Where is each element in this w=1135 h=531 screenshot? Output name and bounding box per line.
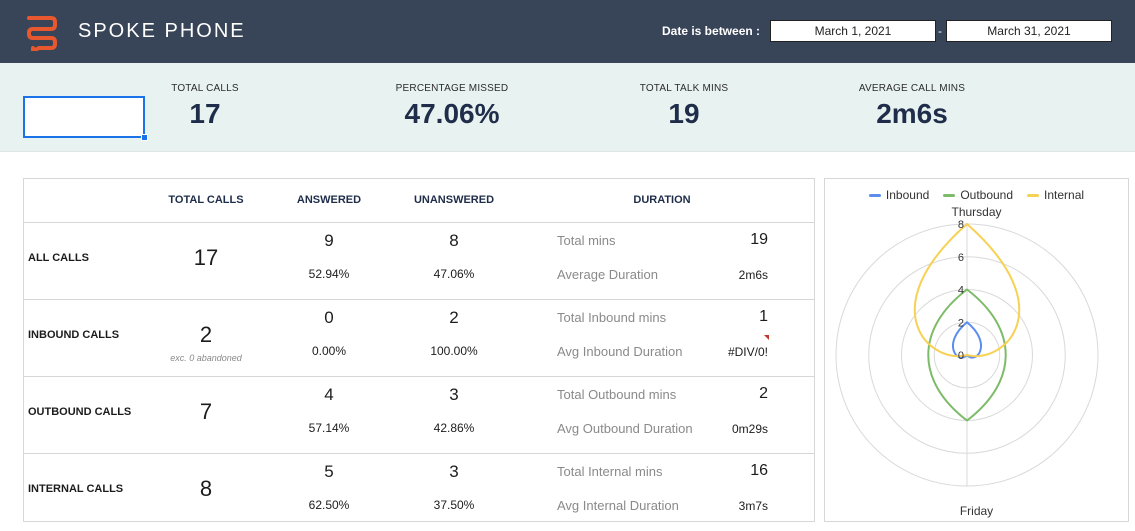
duration-label: Total Internal mins xyxy=(557,464,663,479)
selected-cell[interactable] xyxy=(23,96,145,138)
radar-tick-label: 4 xyxy=(958,285,964,297)
kpi-average-call-mins: AVERAGE CALL MINS 2m6s xyxy=(842,63,982,130)
chart-legend: Inbound Outbound Internal xyxy=(825,188,1128,202)
kpi-value: 17 xyxy=(189,98,221,129)
row-unanswered: 3 xyxy=(449,462,459,481)
row-unanswered-pct: 42.86% xyxy=(433,421,475,435)
legend-item-outbound: Outbound xyxy=(943,188,1013,202)
comment-indicator-icon[interactable] xyxy=(764,335,769,340)
duration-value: #DIV/0! xyxy=(727,345,768,359)
radar-tick-label: 6 xyxy=(958,252,964,264)
row-answered: 0 xyxy=(324,308,334,327)
date-separator: - xyxy=(938,24,942,38)
kpi-summary: TOTAL CALLS 17 PERCENTAGE MISSED 47.06% … xyxy=(0,63,1135,152)
radar-plot: 0 2 4 6 8 xyxy=(835,219,1099,487)
col-unanswered: UNANSWERED xyxy=(413,194,495,206)
duration-value: 2m6s xyxy=(738,268,768,282)
date-start-field[interactable]: March 1, 2021 xyxy=(770,20,936,42)
row-answered: 9 xyxy=(324,231,334,250)
kpi-label: TOTAL TALK MINS xyxy=(639,83,729,94)
radar-tick-label: 8 xyxy=(958,219,964,231)
radar-series-outbound xyxy=(927,288,1007,422)
row-label: ALL CALLS xyxy=(28,252,89,264)
legend-item-internal: Internal xyxy=(1027,188,1084,202)
table-header: TOTAL CALLS ANSWERED UNANSWERED DURATION xyxy=(24,179,814,223)
calls-table: TOTAL CALLS ANSWERED UNANSWERED DURATION… xyxy=(23,178,815,522)
row-answered-pct: 62.50% xyxy=(308,498,350,512)
row-unanswered-pct: 100.00% xyxy=(430,344,478,358)
table-row-internal-calls: INTERNAL CALLS 8 5 62.50% 3 37.50% Total… xyxy=(24,454,814,531)
spoke-logo-icon xyxy=(27,16,57,51)
radar-tick-label: 0 xyxy=(958,350,964,362)
date-end-field[interactable]: March 31, 2021 xyxy=(946,20,1112,42)
legend-label: Internal xyxy=(1044,188,1085,202)
duration-value: 2 xyxy=(759,385,768,402)
app-header: SPOKE PHONE Date is between : March 1, 2… xyxy=(0,0,1135,63)
kpi-total-talk-mins: TOTAL TALK MINS 19 xyxy=(624,63,744,130)
row-total: 17 xyxy=(193,245,219,270)
row-unanswered-pct: 37.50% xyxy=(433,498,475,512)
duration-value: 0m29s xyxy=(731,422,768,436)
row-unanswered: 3 xyxy=(449,385,459,404)
legend-label: Inbound xyxy=(885,188,930,202)
duration-label: Average Duration xyxy=(557,267,658,282)
legend-swatch xyxy=(943,193,956,197)
radar-series-internal xyxy=(913,222,1021,358)
axis-label-friday: Friday xyxy=(959,504,994,518)
row-label: OUTBOUND CALLS xyxy=(28,406,132,418)
kpi-label: PERCENTAGE MISSED xyxy=(395,83,509,94)
row-answered-pct: 0.00% xyxy=(311,344,347,358)
duration-label: Avg Internal Duration xyxy=(557,498,679,513)
row-answered-pct: 57.14% xyxy=(308,421,350,435)
legend-label: Outbound xyxy=(960,188,1014,202)
row-answered-pct: 52.94% xyxy=(308,267,350,281)
row-label: INTERNAL CALLS xyxy=(28,483,124,495)
row-total: 2 xyxy=(199,322,213,347)
kpi-label: TOTAL CALLS xyxy=(171,83,239,94)
row-answered: 5 xyxy=(324,462,334,481)
duration-value: 3m7s xyxy=(738,499,768,513)
duration-value: 16 xyxy=(750,462,768,479)
row-answered: 4 xyxy=(324,385,334,404)
table-row-inbound-calls: INBOUND CALLS 2 exc. 0 abandoned 0 0.00%… xyxy=(24,300,814,377)
kpi-total-calls: TOTAL CALLS 17 xyxy=(145,63,265,130)
row-unanswered-pct: 47.06% xyxy=(433,267,475,281)
col-answered: ANSWERED xyxy=(296,194,362,206)
radar-tick-label: 2 xyxy=(958,317,964,329)
table-row-outbound-calls: OUTBOUND CALLS 7 4 57.14% 3 42.86% Total… xyxy=(24,377,814,454)
kpi-percentage-missed: PERCENTAGE MISSED 47.06% xyxy=(382,63,522,130)
kpi-value: 47.06% xyxy=(404,98,500,129)
cell-fill-handle[interactable] xyxy=(141,134,148,141)
duration-value: 19 xyxy=(750,231,768,248)
duration-label: Total mins xyxy=(557,233,616,248)
duration-label: Avg Inbound Duration xyxy=(557,344,683,359)
row-note: exc. 0 abandoned xyxy=(170,353,242,363)
legend-swatch xyxy=(1027,193,1040,197)
radar-chart[interactable]: Inbound Outbound Internal Thursday Frida… xyxy=(824,178,1129,522)
duration-label: Total Outbound mins xyxy=(557,387,677,402)
legend-swatch xyxy=(868,193,881,197)
col-total-calls: TOTAL CALLS xyxy=(168,194,244,206)
row-unanswered: 2 xyxy=(449,308,459,327)
duration-value: 1 xyxy=(759,308,768,325)
row-total: 7 xyxy=(199,399,213,424)
duration-label: Avg Outbound Duration xyxy=(557,421,693,436)
duration-label: Total Inbound mins xyxy=(557,310,667,325)
row-label: INBOUND CALLS xyxy=(28,329,120,341)
table-row-all-calls: ALL CALLS 17 9 52.94% 8 47.06% Total min… xyxy=(24,223,814,300)
kpi-label: AVERAGE CALL MINS xyxy=(858,83,966,94)
kpi-value: 2m6s xyxy=(876,98,948,129)
brand-name: SPOKE PHONE xyxy=(78,20,246,42)
legend-item-inbound: Inbound xyxy=(868,188,930,202)
row-total: 8 xyxy=(199,476,213,501)
row-unanswered: 8 xyxy=(449,231,459,250)
col-duration: DURATION xyxy=(633,194,691,206)
axis-label-thursday: Thursday xyxy=(951,205,1002,219)
kpi-value: 19 xyxy=(668,98,700,129)
date-range-label: Date is between : xyxy=(662,24,761,38)
